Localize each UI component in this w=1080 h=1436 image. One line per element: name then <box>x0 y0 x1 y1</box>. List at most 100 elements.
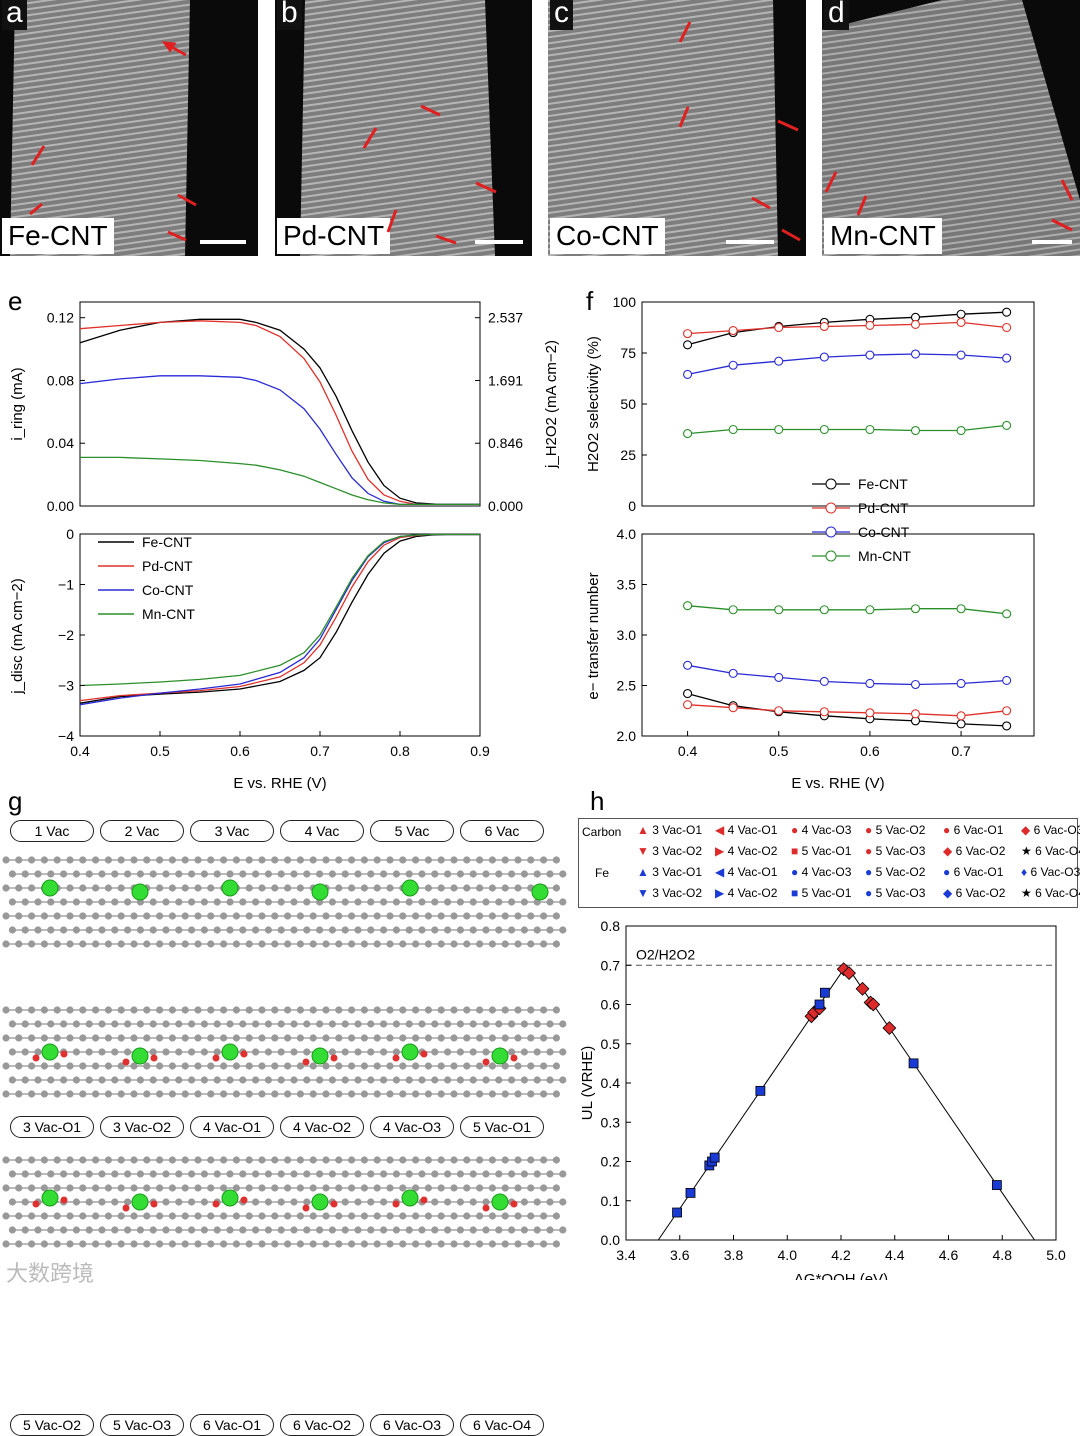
carbon-atom <box>450 1090 458 1098</box>
legend-label: Mn-CNT <box>858 548 911 564</box>
data-point <box>774 672 784 682</box>
carbon-atom <box>303 1020 311 1028</box>
carbon-atom <box>341 870 349 878</box>
carbon-atom <box>290 1198 298 1206</box>
series-line-co-cnt <box>79 533 480 706</box>
carbon-atom <box>207 884 215 892</box>
carbon-atom <box>559 1198 567 1206</box>
carbon-atom <box>111 1048 119 1056</box>
structure-label: 5 Vac-O1 <box>460 1116 544 1138</box>
carbon-atom <box>181 856 189 864</box>
carbon-atom <box>412 856 420 864</box>
carbon-atom <box>156 1090 164 1098</box>
carbon-atom <box>380 1226 388 1234</box>
carbon-atom <box>226 898 234 906</box>
carbon-atom <box>463 1184 471 1192</box>
carbon-atom <box>194 1240 202 1248</box>
x-tick-label: 0.5 <box>150 743 170 759</box>
data-point <box>774 356 784 366</box>
carbon-atom <box>92 912 100 920</box>
carbon-atom <box>188 1048 196 1056</box>
y-tick-label: 100 <box>613 294 637 310</box>
carbon-atom <box>501 940 509 948</box>
carbon-atom <box>316 1226 324 1234</box>
carbon-atom <box>495 1226 503 1234</box>
carbon-atom <box>213 870 221 878</box>
carbon-atom <box>226 870 234 878</box>
carbon-atom <box>79 1240 87 1248</box>
carbon-atom <box>92 1240 100 1248</box>
carbon-atom <box>527 912 535 920</box>
series-line-pd-cnt <box>687 321 1007 335</box>
data-point <box>683 660 693 670</box>
marker-icon: ▲ <box>637 823 653 837</box>
carbon-atom <box>8 1226 16 1234</box>
data-point <box>865 708 875 718</box>
carbon-atom <box>399 912 407 920</box>
carbon-atom <box>412 940 420 948</box>
data-point <box>910 425 921 436</box>
carbon-atom <box>28 856 36 864</box>
carbon-atom <box>220 1034 228 1042</box>
carbon-atom <box>15 1062 23 1070</box>
carbon-atom <box>85 1076 93 1084</box>
legend-carbon-label: Carbon <box>582 825 622 839</box>
carbon-atom <box>392 1076 400 1084</box>
y-tick-label: 0.6 <box>601 997 621 1013</box>
carbon-atom <box>200 898 208 906</box>
x-tick-label: 4.0 <box>778 1247 798 1263</box>
carbon-atom <box>277 926 285 934</box>
y-tick-label: 0.2 <box>601 1154 621 1170</box>
carbon-atom <box>456 1048 464 1056</box>
tem-texture <box>548 0 806 256</box>
carbon-atom <box>328 1170 336 1178</box>
carbon-atom <box>117 912 125 920</box>
metal-atom <box>491 1047 509 1065</box>
legend-h-label: 5 Vac-O3 <box>875 844 926 858</box>
carbon-atom <box>424 940 432 948</box>
carbon-atom <box>136 1170 144 1178</box>
y-tick-label: 50 <box>620 396 636 412</box>
carbon-atom <box>290 870 298 878</box>
carbon-atom <box>424 856 432 864</box>
carbon-atom <box>111 1226 119 1234</box>
carbon-atom <box>456 1170 464 1178</box>
legend-h-label: 4 Vac-O3 <box>801 823 852 837</box>
y-tick-label: 2.5 <box>617 678 637 694</box>
carbon-atom <box>149 926 157 934</box>
carbon-atom <box>508 898 516 906</box>
carbon-atom <box>482 870 490 878</box>
carbon-atom <box>527 940 535 948</box>
carbon-atom <box>239 1020 247 1028</box>
carbon-atom <box>360 1062 368 1070</box>
carbon-atom <box>527 1062 535 1070</box>
carbon-atom <box>418 1076 426 1084</box>
structure-label: 5 Vac-O3 <box>100 1414 184 1436</box>
carbon-atom <box>181 1240 189 1248</box>
legend-marker <box>825 502 837 514</box>
carbon-atom <box>360 1006 368 1014</box>
carbon-atom <box>79 1184 87 1192</box>
carbon-atom <box>296 884 304 892</box>
carbon-atom <box>168 1184 176 1192</box>
carbon-atom <box>520 898 529 906</box>
legend-label: Fe-CNT <box>142 534 192 550</box>
legend-h-label: 6 Vac-O4 <box>1035 886 1080 900</box>
carbon-atom <box>34 1226 42 1234</box>
legend-marker <box>825 550 837 562</box>
carbon-atom <box>533 1170 541 1178</box>
arrow-icon <box>386 209 398 233</box>
carbon-atom <box>290 1048 298 1056</box>
carbon-atom <box>546 1048 554 1056</box>
carbon-atom <box>514 1006 522 1014</box>
carbon-atom <box>194 1006 202 1014</box>
carbon-atom <box>194 884 202 892</box>
carbon-atom <box>226 926 234 934</box>
carbon-atom <box>488 912 496 920</box>
carbon-atom <box>252 898 260 906</box>
carbon-atom <box>341 1198 349 1206</box>
data-point <box>910 709 921 719</box>
carbon-atom <box>53 1212 61 1220</box>
arrow-icon <box>420 104 441 117</box>
carbon-atom <box>117 1034 125 1042</box>
